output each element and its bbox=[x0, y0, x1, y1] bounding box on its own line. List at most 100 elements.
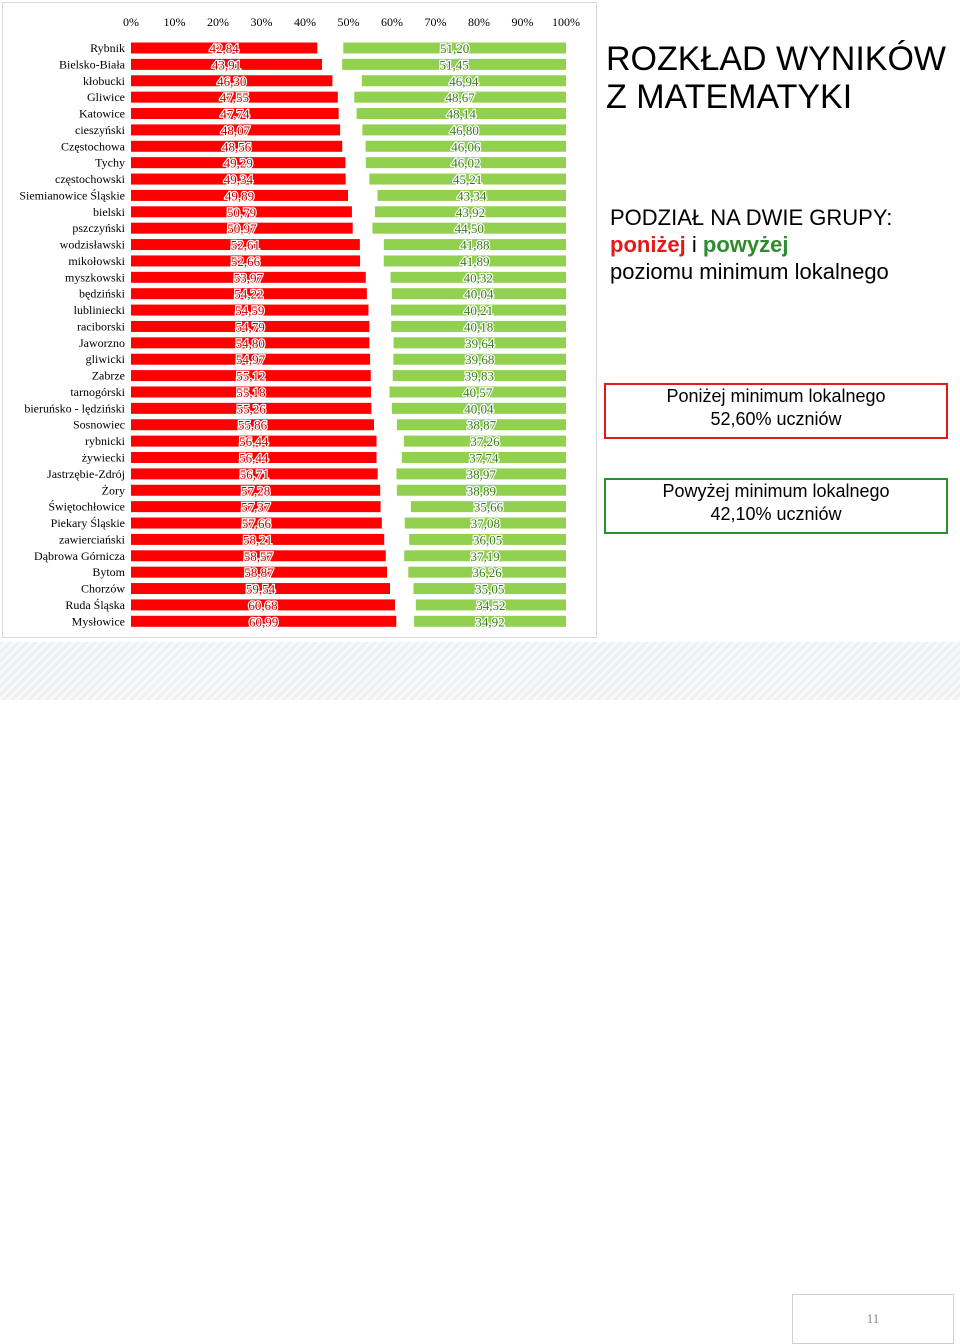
category-label: Jastrzębie-Zdrój bbox=[47, 467, 125, 481]
below-value-label: 42,84 bbox=[210, 41, 240, 56]
above-value-label: 46,02 bbox=[451, 156, 480, 171]
page-number: 11 bbox=[866, 1311, 880, 1326]
category-label: gliwicki bbox=[86, 352, 126, 366]
below-value-label: 47,55 bbox=[220, 90, 249, 105]
above-bar bbox=[372, 222, 566, 234]
above-value-label: 51,20 bbox=[440, 41, 469, 56]
below-bar bbox=[131, 517, 382, 529]
below-box-line-2: 52,60% uczniów bbox=[710, 409, 842, 429]
x-tick-label: 40% bbox=[294, 15, 316, 29]
above-value-label: 40,04 bbox=[464, 401, 494, 416]
below-bar bbox=[131, 353, 371, 365]
below-value-label: 49,89 bbox=[225, 188, 254, 203]
x-tick-label: 50% bbox=[338, 15, 360, 29]
category-label: Sosnowiec bbox=[73, 418, 125, 432]
below-bar bbox=[131, 468, 378, 480]
below-value-label: 52,61 bbox=[231, 238, 260, 253]
above-bar bbox=[410, 501, 566, 513]
below-value-label: 49,29 bbox=[224, 156, 253, 171]
category-label: częstochowski bbox=[55, 172, 126, 186]
above-value-label: 46,94 bbox=[449, 74, 479, 89]
above-bar bbox=[409, 533, 566, 545]
above-bar bbox=[391, 304, 566, 316]
below-bar bbox=[131, 386, 372, 398]
x-tick-label: 100% bbox=[552, 15, 580, 29]
above-bar bbox=[369, 173, 566, 185]
above-value-label: 44,50 bbox=[455, 221, 484, 236]
above-value-label: 35,66 bbox=[474, 500, 504, 515]
below-bar bbox=[131, 239, 360, 251]
below-bar bbox=[131, 566, 388, 578]
x-tick-label: 10% bbox=[164, 15, 186, 29]
below-value-label: 54,22 bbox=[234, 287, 263, 302]
above-bar bbox=[365, 140, 566, 152]
x-tick-label: 80% bbox=[468, 15, 490, 29]
above-value-label: 46,80 bbox=[450, 123, 479, 138]
below-box-line-1: Poniżej minimum lokalnego bbox=[666, 386, 886, 406]
below-value-label: 57,28 bbox=[241, 483, 270, 498]
above-bar bbox=[393, 353, 566, 365]
category-label: bielski bbox=[93, 205, 126, 219]
above-value-label: 38,89 bbox=[467, 483, 496, 498]
above-bar bbox=[362, 124, 566, 136]
below-bar bbox=[131, 337, 370, 349]
below-bar bbox=[131, 452, 377, 463]
category-label: Chorzów bbox=[81, 582, 125, 596]
above-value-label: 35,05 bbox=[475, 582, 504, 597]
x-tick-label: 90% bbox=[512, 15, 534, 29]
category-label: Piekary Śląskie bbox=[51, 516, 125, 530]
below-value-label: 56,44 bbox=[239, 451, 269, 466]
below-value-label: 57,66 bbox=[242, 516, 272, 531]
x-tick-label: 30% bbox=[251, 15, 273, 29]
below-bar bbox=[131, 583, 390, 595]
category-label: Częstochowa bbox=[61, 139, 126, 153]
category-label: Świętochłowice bbox=[48, 500, 125, 514]
below-value-label: 56,44 bbox=[239, 434, 269, 449]
below-value-label: 58,87 bbox=[244, 565, 274, 580]
above-value-label: 40,21 bbox=[464, 303, 493, 318]
above-bar bbox=[343, 42, 566, 54]
below-value-label: 46,30 bbox=[217, 74, 246, 89]
above-bar bbox=[377, 189, 566, 201]
above-bar bbox=[396, 419, 566, 431]
below-bar bbox=[131, 320, 370, 332]
bar-chart: 0% 10% 20% 30% 40% 50% 60% 70% 80% 90% 100% Rybnik B… bbox=[19, 15, 580, 630]
above-value-label: 38,87 bbox=[467, 418, 497, 433]
above-box-line-1: Powyżej minimum lokalnego bbox=[662, 481, 890, 501]
category-label: będziński bbox=[79, 287, 126, 301]
above-value-label: 40,32 bbox=[464, 270, 493, 285]
category-label: Mysłowice bbox=[72, 614, 125, 628]
category-label: zawierciański bbox=[59, 532, 126, 546]
below-bar bbox=[131, 255, 361, 267]
category-label: mikołowski bbox=[68, 254, 125, 268]
below-value-label: 50,97 bbox=[227, 221, 257, 236]
above-bar bbox=[396, 468, 566, 480]
category-label: tarnogórski bbox=[70, 385, 125, 399]
above-value-label: 38,97 bbox=[467, 467, 497, 482]
above-value-label: 37,08 bbox=[471, 516, 500, 531]
above-bar bbox=[391, 288, 566, 300]
above-value-label: 41,89 bbox=[460, 254, 489, 269]
below-value-label: 58,21 bbox=[243, 532, 272, 547]
above-bar bbox=[415, 599, 566, 611]
above-bar bbox=[408, 566, 566, 578]
below-bar bbox=[131, 550, 386, 562]
above-value-label: 39,64 bbox=[465, 336, 495, 351]
above-value-label: 48,14 bbox=[447, 107, 477, 122]
below-bar bbox=[131, 42, 318, 54]
below-value-label: 50,79 bbox=[227, 205, 256, 220]
title-line-2: Z MATEMATYKI bbox=[606, 78, 853, 116]
below-value-label: 54,97 bbox=[236, 352, 266, 367]
above-word: powyżej bbox=[702, 232, 789, 257]
below-value-label: 56,71 bbox=[240, 467, 269, 482]
above-value-label: 37,74 bbox=[469, 451, 499, 466]
category-label: Dąbrowa Górnicza bbox=[34, 549, 126, 563]
above-bar bbox=[383, 255, 566, 267]
above-value-label: 48,67 bbox=[446, 90, 476, 105]
subtitle-line-2: poniżej i powyżej bbox=[610, 231, 955, 258]
category-label: wodzisławski bbox=[60, 238, 126, 252]
below-bar bbox=[131, 108, 339, 120]
page-number-box: 11 bbox=[792, 1294, 954, 1344]
above-value-label: 39,83 bbox=[465, 369, 494, 384]
below-value-label: 52,66 bbox=[231, 254, 261, 269]
